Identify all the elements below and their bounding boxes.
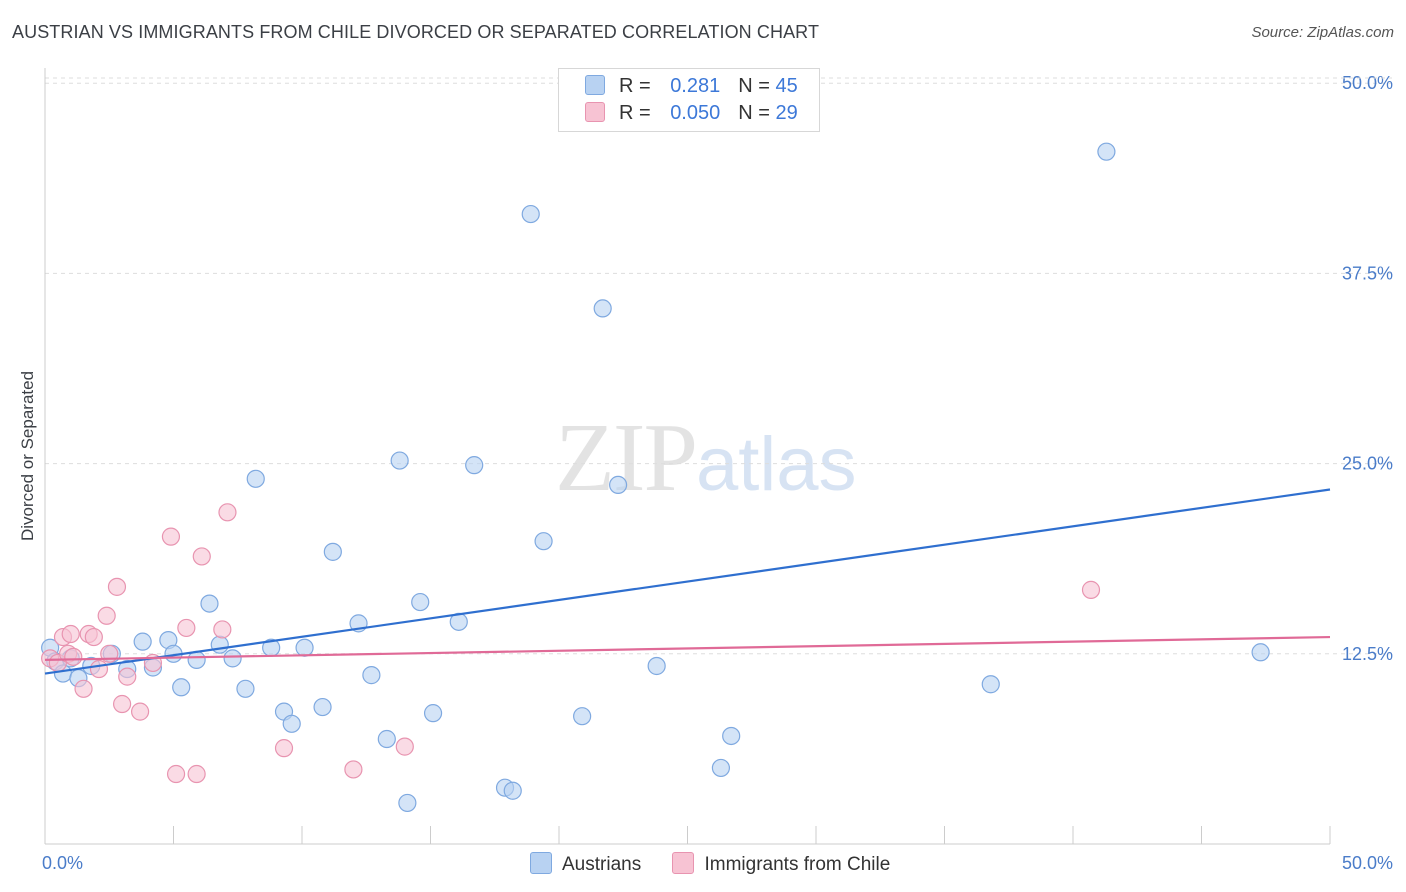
point-austrians	[423, 704, 443, 723]
point-chile	[213, 620, 232, 639]
point-austrians	[465, 456, 484, 475]
trend-line-chile	[44, 635, 1331, 661]
legend-r-value: 0.050	[670, 102, 721, 124]
bottom-legend: Austrians Immigrants from Chile	[530, 852, 916, 876]
point-austrians	[609, 475, 628, 495]
point-austrians	[362, 666, 381, 685]
legend-n-label: N =	[738, 75, 770, 97]
point-austrians	[295, 638, 314, 657]
point-austrians	[313, 697, 332, 717]
legend-r-value: 0.281	[670, 75, 721, 97]
point-austrians	[210, 635, 229, 654]
point-austrians	[593, 299, 612, 318]
point-chile	[112, 694, 132, 714]
y-tick-label: 50.0%	[1342, 73, 1393, 93]
legend: R = 0.281 N = 45 R = 0.050 N = 29	[558, 68, 820, 132]
legend-r-label: R =	[619, 75, 651, 97]
point-austrians	[323, 542, 342, 561]
point-austrians	[133, 632, 152, 651]
point-chile	[344, 760, 363, 779]
legend-row-chile: R = 0.050 N = 29	[585, 102, 798, 128]
bottom-legend-label-austrians: Austrians	[562, 854, 642, 875]
chart-title: AUSTRIAN VS IMMIGRANTS FROM CHILE DIVORC…	[12, 22, 820, 42]
point-austrians	[1251, 643, 1270, 662]
point-austrians	[282, 714, 301, 733]
trend-line-austrians	[44, 488, 1331, 675]
bottom-legend-label-chile: Immigrants from Chile	[704, 854, 891, 875]
legend-swatch-austrians	[585, 75, 605, 95]
point-chile	[395, 737, 414, 756]
point-austrians	[503, 781, 522, 800]
point-chile	[187, 764, 206, 784]
x-tick-label-max: 50.0%	[1342, 853, 1393, 873]
x-tick-label-min: 0.0%	[42, 853, 83, 873]
point-chile	[107, 577, 127, 596]
point-chile	[84, 627, 103, 647]
point-austrians	[711, 758, 731, 778]
point-chile	[97, 606, 116, 625]
point-austrians	[521, 204, 540, 224]
point-chile	[130, 702, 150, 721]
legend-n-label: N =	[738, 102, 770, 124]
point-chile	[1081, 580, 1101, 599]
point-austrians	[236, 679, 255, 698]
source-label: Source: ZipAtlas.com	[1251, 24, 1394, 41]
legend-row-austrians: R = 0.281 N = 45	[585, 75, 798, 101]
legend-n-value: 45	[775, 75, 798, 97]
point-austrians	[722, 726, 741, 746]
point-chile	[166, 764, 186, 784]
point-chile	[89, 659, 109, 679]
point-austrians	[534, 532, 553, 551]
point-chile	[274, 739, 294, 758]
bottom-legend-swatch-austrians	[530, 852, 552, 874]
point-chile	[161, 527, 181, 546]
y-tick-label: 37.5%	[1342, 263, 1393, 283]
point-austrians	[187, 650, 206, 669]
point-austrians	[223, 649, 242, 668]
point-austrians	[172, 678, 191, 697]
point-chile	[61, 624, 80, 644]
point-austrians	[398, 793, 417, 813]
point-chile	[118, 667, 137, 686]
y-tick-label: 25.0%	[1342, 454, 1393, 474]
point-austrians	[200, 594, 219, 613]
point-austrians	[981, 675, 1000, 694]
point-austrians	[411, 592, 430, 612]
bottom-legend-swatch-chile	[672, 852, 695, 874]
point-austrians	[377, 729, 396, 749]
point-austrians	[246, 469, 265, 488]
point-austrians	[1097, 142, 1116, 161]
y-tick-label: 12.5%	[1342, 644, 1393, 664]
watermark-atlas: atlas	[696, 422, 857, 507]
point-chile	[74, 679, 93, 698]
point-austrians	[390, 451, 409, 470]
point-austrians	[647, 656, 666, 676]
bottom-legend-austrians: Austrians	[530, 852, 641, 876]
legend-r-label: R =	[619, 102, 651, 124]
bottom-legend-chile: Immigrants from Chile	[672, 852, 890, 876]
legend-n-value: 29	[775, 102, 798, 124]
watermark: ZIPatlas	[555, 402, 857, 514]
point-chile	[218, 503, 237, 522]
point-chile	[177, 618, 196, 638]
watermark-zip: ZIP	[555, 404, 698, 512]
point-austrians	[573, 707, 592, 726]
legend-swatch-chile	[585, 102, 605, 122]
point-chile	[192, 547, 211, 566]
point-chile	[64, 647, 83, 666]
